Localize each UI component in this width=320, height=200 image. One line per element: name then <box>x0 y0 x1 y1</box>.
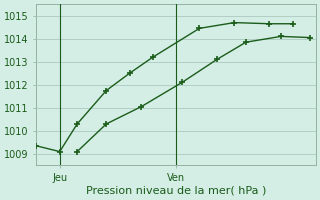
X-axis label: Pression niveau de la mer( hPa ): Pression niveau de la mer( hPa ) <box>86 186 266 196</box>
